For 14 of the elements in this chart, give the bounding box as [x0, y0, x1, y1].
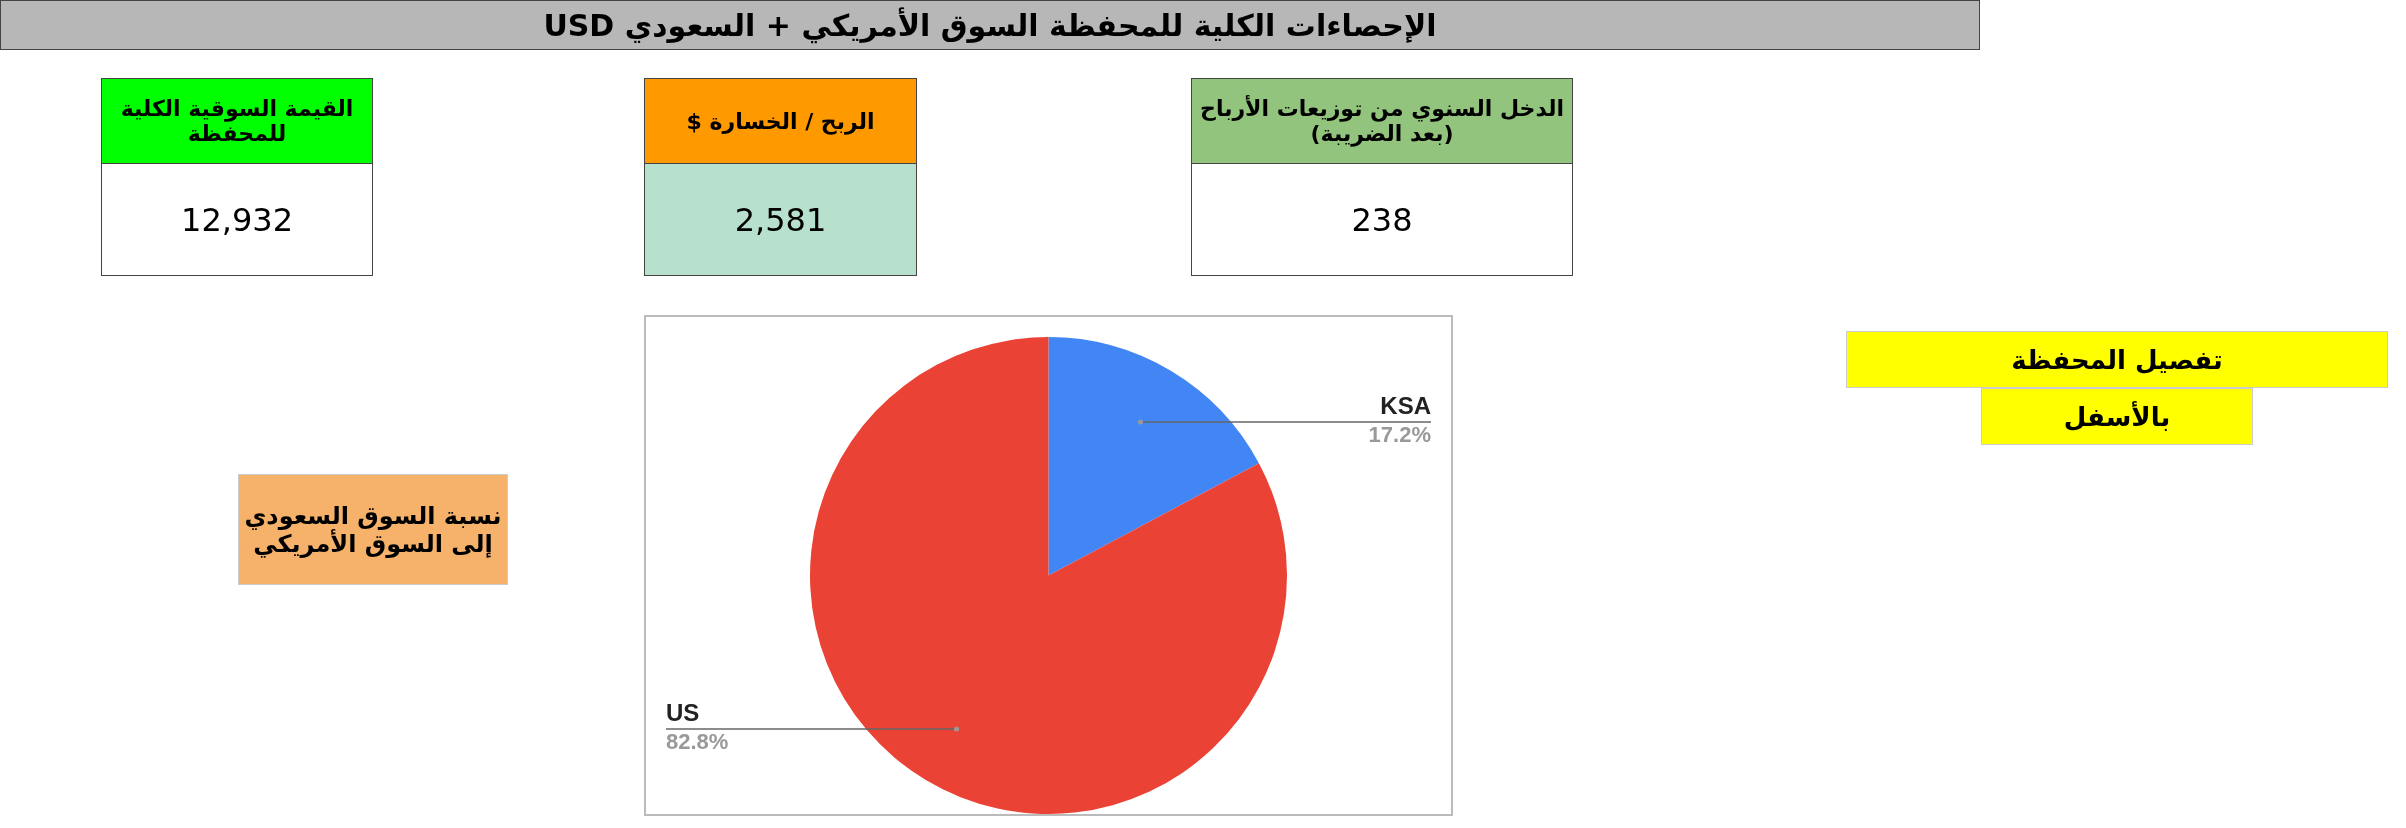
slice-label: US: [666, 698, 700, 726]
text: بالأسفل: [2063, 401, 2171, 432]
slice-label: KSA: [1380, 391, 1431, 419]
text: 12,932: [181, 200, 293, 239]
text: 2,581: [734, 200, 827, 239]
text: 238: [1351, 200, 1413, 239]
text: القيمة السوقية الكلية للمحفظة: [119, 96, 355, 146]
text: الإحصاءات الكلية للمحفظة السوق الأمريكي + السعودي USD: [543, 7, 1437, 43]
text: تفصيل المحفظة: [2011, 344, 2223, 375]
data-label: 82.8%: [666, 728, 729, 754]
data-label: 17.2%: [1368, 422, 1431, 448]
text: الدخل السنوي من توزيعات الأرباح (بعد الضريبة): [1199, 96, 1565, 146]
text: الربح / الخسارة $: [686, 108, 875, 134]
text: نسبة السوق السعودي إلى السوق الأمريكي: [243, 501, 503, 558]
